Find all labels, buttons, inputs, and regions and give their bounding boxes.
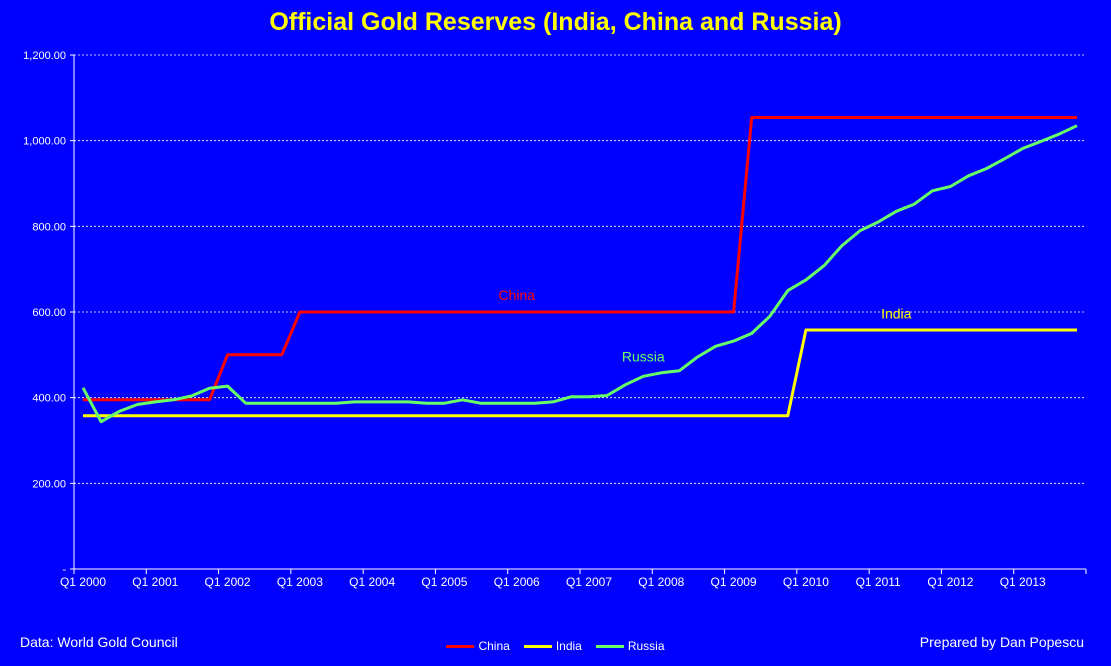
y-tick-label: 800.00 bbox=[32, 221, 66, 233]
legend-item-russia: Russia bbox=[595, 639, 665, 653]
chart-legend: China India Russia bbox=[0, 639, 1111, 653]
x-tick-label: Q1 2009 bbox=[711, 575, 757, 589]
legend-item-india: India bbox=[523, 639, 582, 653]
x-tick-label: Q1 2004 bbox=[349, 575, 395, 589]
x-tick-label: Q1 2013 bbox=[1000, 575, 1046, 589]
legend-label: India bbox=[555, 639, 582, 653]
x-tick-label: Q1 2003 bbox=[277, 575, 323, 589]
series-annotations: China India Russia bbox=[498, 287, 911, 364]
legend-swatch bbox=[595, 644, 624, 648]
series-annotation-india: India bbox=[881, 305, 912, 321]
x-tick-label: Q1 2000 bbox=[60, 575, 106, 589]
x-tick-label: Q1 2007 bbox=[566, 575, 612, 589]
y-tick-label: 1,000.00 bbox=[23, 136, 66, 148]
x-tick-label: Q1 2001 bbox=[132, 575, 178, 589]
y-tick-label: 1,200.00 bbox=[23, 50, 66, 62]
series-lines bbox=[81, 116, 1078, 424]
legend-item-china: China bbox=[446, 639, 510, 653]
series-line-russia bbox=[81, 124, 1078, 424]
legend-swatch bbox=[446, 644, 475, 648]
legend-label: China bbox=[478, 639, 510, 653]
series-line-india bbox=[83, 328, 1077, 418]
series-annotation-russia: Russia bbox=[622, 348, 665, 364]
y-tick-labels: - 200.00 400.00 600.00 800.00 1,000.00 1,200.0… bbox=[23, 50, 66, 576]
x-tick-label: Q1 2012 bbox=[927, 575, 973, 589]
credit-note: Prepared by Dan Popescu bbox=[919, 634, 1084, 650]
x-tick-labels: Q1 2000 Q1 2001 Q1 2002 Q1 2003 Q1 2004 Q1 20… bbox=[60, 575, 1046, 589]
legend-label: Russia bbox=[627, 639, 665, 653]
axes bbox=[70, 54, 1087, 574]
series-annotation-china: China bbox=[498, 287, 535, 303]
source-note: Data: World Gold Council bbox=[20, 634, 178, 650]
x-tick-label: Q1 2010 bbox=[783, 575, 829, 589]
y-tick-label: - bbox=[62, 564, 66, 576]
grid-lines bbox=[74, 54, 1086, 484]
y-tick-label: 200.00 bbox=[32, 478, 66, 490]
legend-swatch bbox=[523, 644, 552, 648]
y-tick-label: 400.00 bbox=[32, 393, 66, 405]
x-tick-label: Q1 2006 bbox=[494, 575, 540, 589]
x-tick-label: Q1 2005 bbox=[421, 575, 467, 589]
series-line-china bbox=[83, 116, 1077, 402]
x-tick-label: Q1 2008 bbox=[638, 575, 684, 589]
chart-title: Official Gold Reserves (India, China and… bbox=[269, 8, 842, 36]
y-tick-label: 600.00 bbox=[32, 307, 66, 319]
x-tick-label: Q1 2002 bbox=[205, 575, 251, 589]
x-tick-label: Q1 2011 bbox=[856, 575, 901, 589]
